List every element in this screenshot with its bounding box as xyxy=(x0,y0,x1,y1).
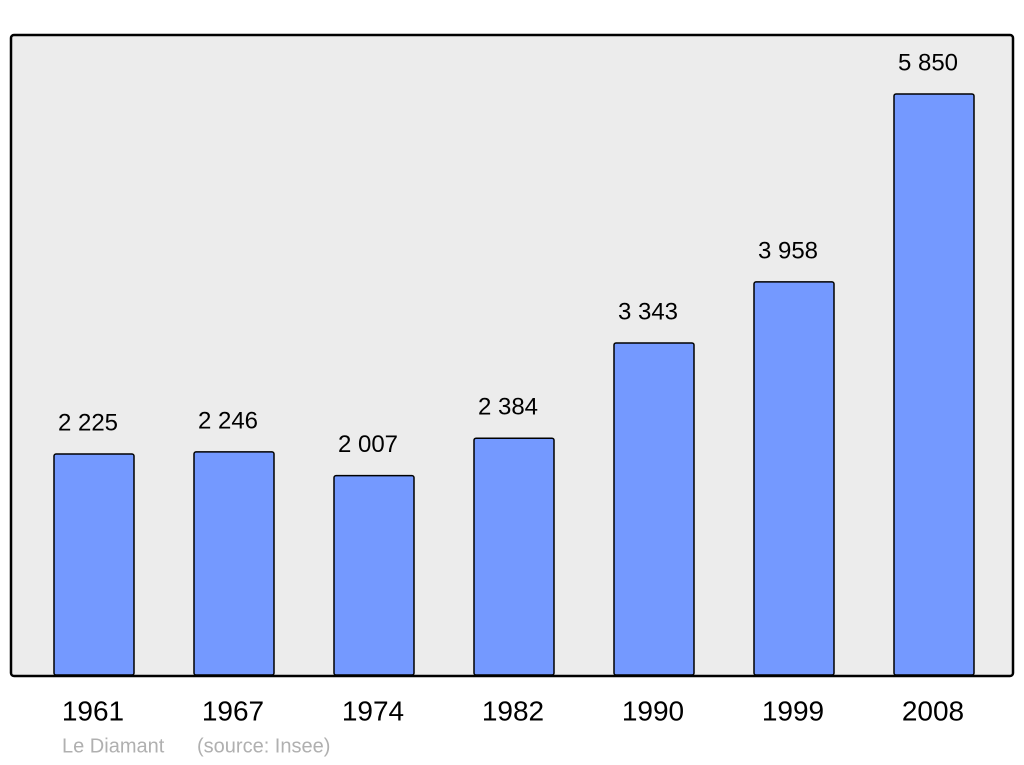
bar xyxy=(473,437,555,676)
bar xyxy=(753,281,835,676)
x-tick-label: 1967 xyxy=(202,695,264,726)
value-label: 3 958 xyxy=(758,237,818,264)
x-tick-label: 1990 xyxy=(622,695,684,726)
value-label: 2 225 xyxy=(58,409,118,436)
place-name: Le Diamant xyxy=(62,735,165,757)
value-label: 2 246 xyxy=(198,407,258,434)
x-tick-label: 1999 xyxy=(762,695,824,726)
bar xyxy=(333,474,415,676)
source-note: (source: Insee) xyxy=(197,735,330,757)
value-label: 2 384 xyxy=(478,394,538,421)
bar xyxy=(613,342,695,676)
x-tick-label: 1982 xyxy=(482,695,544,726)
bar xyxy=(193,451,275,676)
value-label: 2 007 xyxy=(338,431,398,458)
value-label: 5 850 xyxy=(898,49,958,76)
x-tick-label: 1961 xyxy=(62,695,124,726)
bar xyxy=(53,453,135,676)
x-tick-label: 1974 xyxy=(342,695,404,726)
value-label: 3 343 xyxy=(618,298,678,325)
x-tick-label: 2008 xyxy=(902,695,964,726)
bar xyxy=(893,93,975,676)
